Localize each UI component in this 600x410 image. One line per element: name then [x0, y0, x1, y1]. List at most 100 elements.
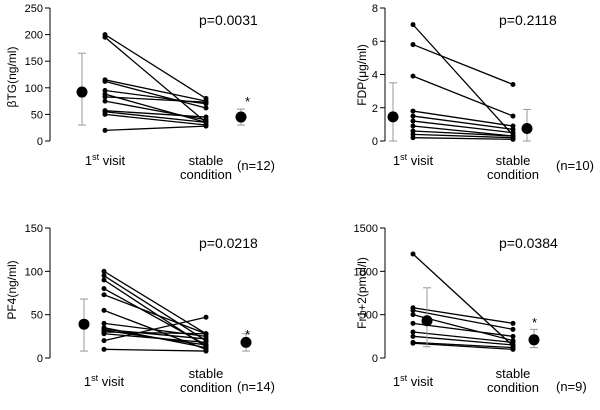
- pf4-point-first-visit: [101, 277, 107, 283]
- btg-pair-line: [104, 79, 207, 102]
- fdp-pair-line: [412, 115, 514, 131]
- pf4-point-stable: [203, 339, 209, 345]
- fr12-point-first-visit: [410, 333, 416, 339]
- fdp-point-first-visit: [410, 118, 416, 124]
- fr12-point-first-visit: [410, 312, 416, 318]
- pf4-pair-line: [103, 333, 207, 344]
- fdp-point-first-visit: [410, 42, 416, 48]
- btg-point-first-visit: [102, 34, 108, 40]
- btg-y-tick-label: 50: [31, 109, 43, 121]
- pf4-point-stable: [203, 314, 209, 320]
- fdp-pair-line: [412, 133, 514, 139]
- fr12-point-stable: [510, 326, 516, 332]
- fr12-p-value: p=0.0384: [499, 235, 558, 251]
- btg-y-tick-label: 200: [25, 30, 43, 42]
- pf4-pair-line: [103, 331, 207, 335]
- pf4-point-first-visit: [101, 268, 107, 274]
- fr12-y-tick-label: 1000: [354, 266, 378, 278]
- fdp-point-first-visit: [410, 73, 416, 79]
- fdp-y-label: FDP(μg/ml): [355, 44, 369, 106]
- pf4-pair-line: [103, 275, 207, 342]
- btg-pair-line: [104, 93, 207, 124]
- btg-pair-line: [104, 125, 207, 132]
- btg-x-category-label: stable condition: [180, 153, 232, 182]
- fr12-mean-marker: [421, 315, 433, 327]
- btg-pair-line: [104, 111, 207, 124]
- pf4-pair-line: [103, 348, 207, 352]
- fr12-pair-line: [412, 341, 514, 349]
- btg-mean-marker: [76, 86, 88, 98]
- pf4-plot: 0 50 100 150 1st visit stable condition: [25, 223, 252, 395]
- pf4-point-stable: [203, 348, 209, 354]
- fr12-y-tick-label: 500: [360, 310, 378, 322]
- btg-y-tick-label: 0: [37, 136, 43, 148]
- pf4-pair-line: [103, 316, 207, 342]
- btg-point-stable: [203, 105, 209, 111]
- fdp-pair-line: [412, 75, 514, 117]
- pf4-point-first-visit: [101, 273, 107, 279]
- fr12-point-stable: [510, 333, 516, 339]
- pf4-y-tick-label: 50: [31, 310, 43, 322]
- pf4-pair-line: [103, 322, 207, 337]
- pf4-point-first-visit: [101, 338, 107, 344]
- fdp-x-category-label: 1st visit: [393, 152, 434, 168]
- panel-fdp: FDP(μg/ml) 0 2 4 6 8 1st visit stable condition…: [355, 3, 594, 182]
- btg-point-stable: [203, 99, 209, 105]
- pf4-p-value: p=0.0218: [199, 235, 258, 251]
- panel-pf4: PF4(ng/ml) 0 50 100 150 1st visit stable condi…: [5, 223, 275, 395]
- fdp-y-tick-label: 8: [372, 3, 378, 15]
- btg-point-stable: [203, 114, 209, 120]
- fdp-x-category-label: stable condition: [487, 153, 539, 182]
- fdp-p-value: p=0.2118: [499, 12, 557, 28]
- btg-plot: 0 50 100 150 200 250 1st visit stable condition: [25, 3, 247, 182]
- fr12-plot: 0 500 1000 1500 1st visit stable condition: [354, 223, 540, 395]
- fr12-mean-marker: [528, 334, 540, 346]
- btg-n-label: (n=12): [237, 158, 275, 173]
- fdp-plot: 0 2 4 6 8 1st visit stable condition: [372, 3, 539, 182]
- btg-pair-line: [104, 34, 207, 99]
- btg-y-label: βTG(ng/ml): [5, 47, 19, 108]
- pf4-y-label: PF4(ng/ml): [5, 260, 19, 319]
- btg-y-tick-label: 100: [25, 83, 43, 95]
- fdp-y-tick-label: 0: [372, 136, 378, 148]
- fr12-y-tick-label: 0: [372, 353, 378, 365]
- fr12-point-first-visit: [410, 340, 416, 346]
- pf4-y-tick-label: 150: [25, 223, 43, 235]
- fr12-pair-line: [412, 342, 514, 350]
- fdp-point-first-visit: [410, 113, 416, 119]
- btg-point-stable: [203, 123, 209, 129]
- pf4-pair-line: [103, 294, 207, 335]
- pf4-pair-line: [103, 328, 207, 340]
- fdp-pair-line: [412, 110, 514, 127]
- fr12-pair-line: [412, 335, 514, 346]
- pf4-significance-star: *: [245, 327, 250, 342]
- pf4-point-first-visit: [101, 331, 107, 337]
- fdp-pair-line: [412, 130, 514, 137]
- fdp-mean-marker: [521, 123, 533, 135]
- pf4-pair-line: [103, 270, 207, 335]
- fdp-point-first-visit: [410, 135, 416, 141]
- fdp-mean-marker: [387, 111, 399, 123]
- fr12-point-first-visit: [410, 329, 416, 335]
- btg-point-first-visit: [102, 87, 108, 93]
- btg-point-first-visit: [102, 78, 108, 84]
- fdp-pair-line: [412, 43, 514, 86]
- pf4-point-first-visit: [101, 346, 107, 352]
- btg-pair-line: [104, 113, 207, 126]
- fdp-pair-line: [412, 125, 514, 137]
- btg-x-category-label: 1st visit: [85, 152, 126, 168]
- pf4-y-tick-label: 0: [37, 353, 43, 365]
- fdp-point-stable: [510, 81, 516, 87]
- pf4-mean-marker: [78, 318, 90, 330]
- btg-p-value: p=0.0031: [199, 12, 258, 28]
- fr12-y-tick-label: 1500: [354, 223, 378, 235]
- btg-y-tick-label: 250: [25, 3, 43, 15]
- fr12-point-stable: [510, 346, 516, 352]
- pf4-x-category-label: stable condition: [180, 366, 232, 395]
- fdp-point-first-visit: [410, 123, 416, 129]
- pf4-point-stable: [203, 336, 209, 342]
- fr12-point-first-visit: [410, 251, 416, 257]
- fdp-point-first-visit: [410, 22, 416, 28]
- fr12-n-label: (n=9): [556, 379, 587, 394]
- pf4-point-first-visit: [101, 292, 107, 298]
